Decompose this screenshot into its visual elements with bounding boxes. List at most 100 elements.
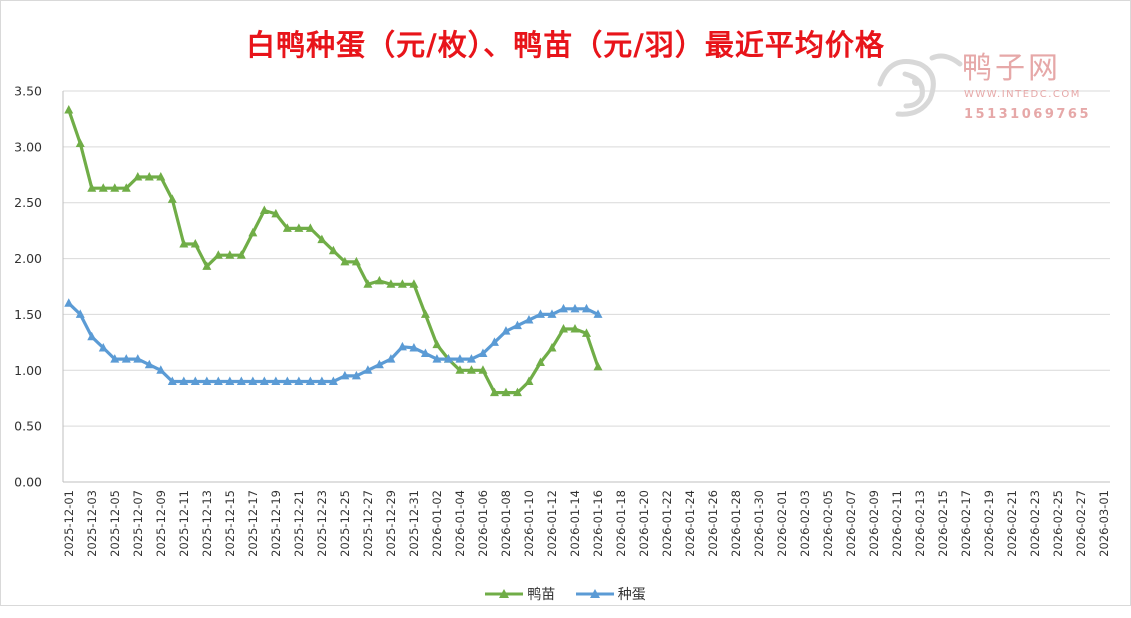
data-point-egg — [409, 342, 419, 352]
data-point-egg — [582, 303, 591, 313]
data-point-duckling — [397, 279, 407, 288]
x-tick-label: 2026-01-04 — [453, 490, 467, 557]
x-tick-label: 2026-02-19 — [982, 490, 996, 557]
data-point-duckling — [282, 223, 292, 232]
data-point-duckling — [98, 183, 108, 192]
data-point-egg — [351, 370, 361, 380]
x-tick-label: 2026-01-14 — [568, 490, 582, 557]
watermark-brand: 鸭子网 — [962, 51, 1061, 86]
x-tick-label: 2026-01-20 — [637, 490, 651, 557]
data-point-duckling — [512, 387, 522, 397]
x-tick-label: 2025-12-03 — [85, 490, 99, 557]
x-tick-label: 2026-02-27 — [1074, 490, 1088, 557]
x-tick-label: 2025-12-07 — [131, 490, 145, 557]
data-point-egg — [328, 376, 338, 385]
data-point-duckling — [328, 245, 338, 255]
data-point-egg — [259, 376, 269, 385]
legend-marker-egg — [575, 589, 614, 598]
data-point-egg — [374, 359, 384, 369]
data-point-duckling — [547, 342, 557, 352]
x-tick-label: 2025-12-25 — [338, 490, 352, 557]
data-point-egg — [489, 337, 499, 346]
data-point-duckling — [351, 256, 361, 266]
data-point-duckling — [409, 279, 419, 288]
x-tick-label: 2025-12-19 — [269, 490, 283, 557]
x-tick-label: 2026-02-03 — [798, 490, 812, 557]
y-tick-label: 0.50 — [14, 419, 42, 434]
x-tick-label: 2026-02-01 — [775, 490, 789, 557]
data-point-duckling — [121, 183, 131, 192]
data-point-egg — [213, 376, 223, 385]
x-tick-label: 2025-12-11 — [177, 490, 191, 557]
gridlines — [63, 90, 1110, 483]
data-point-egg — [420, 348, 430, 358]
data-point-duckling — [432, 339, 442, 349]
x-tick-label: 2026-01-30 — [752, 490, 766, 557]
x-tick-label: 2026-02-21 — [1005, 490, 1019, 557]
y-tick-label: 0.00 — [14, 475, 42, 490]
data-point-egg — [225, 376, 235, 385]
x-tick-label: 2025-12-17 — [246, 490, 260, 557]
x-tick-label: 2025-12-05 — [108, 490, 122, 557]
data-point-egg — [455, 354, 465, 363]
data-point-egg — [144, 359, 154, 369]
x-tick-label: 2026-02-13 — [913, 490, 927, 557]
legend-item-duckling: 鸭苗 — [485, 584, 555, 604]
legend-marker-duckling — [485, 589, 524, 598]
x-tick-label: 2026-02-17 — [959, 490, 973, 557]
x-axis: 2025-12-01 2025-12-03 2025-12-05 2025-12-07… — [62, 490, 1111, 557]
y-tick-label: 2.00 — [14, 251, 42, 266]
data-point-egg — [558, 303, 568, 313]
x-tick-label: 2026-01-28 — [729, 490, 743, 557]
data-point-egg — [87, 331, 97, 341]
x-tick-label: 2025-12-01 — [62, 490, 76, 557]
data-point-egg — [512, 320, 522, 330]
data-point-duckling — [294, 223, 304, 232]
x-tick-label: 2026-02-15 — [936, 490, 950, 557]
data-point-egg — [317, 376, 327, 385]
data-point-egg — [202, 376, 212, 385]
data-point-egg — [190, 376, 200, 385]
watermark-logo: 鸭子网 WWW.INTEDC.COM 15131069765 — [877, 51, 1089, 122]
y-tick-label: 3.00 — [14, 139, 42, 154]
data-point-duckling — [455, 365, 465, 374]
data-point-duckling — [167, 194, 177, 203]
data-point-duckling — [190, 239, 200, 248]
data-point-duckling — [259, 205, 269, 215]
data-point-egg — [305, 376, 315, 385]
data-point-duckling — [363, 279, 373, 288]
data-point-duckling — [340, 256, 350, 266]
data-point-duckling — [202, 261, 212, 270]
data-point-egg — [179, 376, 189, 385]
data-point-duckling — [213, 250, 223, 259]
data-point-egg — [98, 342, 108, 352]
legend-label-egg: 种蛋 — [617, 587, 646, 603]
data-point-egg — [294, 376, 304, 385]
data-point-duckling — [593, 361, 603, 371]
x-tick-label: 2026-01-22 — [660, 490, 674, 557]
data-point-egg — [282, 376, 292, 385]
y-axis: 0.00 0.50 1.00 1.50 2.00 2.50 3.00 3.50 — [14, 84, 64, 490]
data-point-duckling — [248, 227, 258, 237]
data-point-duckling — [64, 104, 74, 114]
data-point-duckling — [386, 279, 396, 288]
data-point-egg — [501, 326, 511, 335]
x-tick-label: 2026-01-12 — [545, 490, 559, 557]
data-point-duckling — [236, 250, 246, 259]
data-point-egg — [340, 370, 350, 380]
data-point-duckling — [489, 387, 499, 397]
legend-label-duckling: 鸭苗 — [527, 587, 556, 603]
legend-item-egg: 种蛋 — [575, 584, 646, 604]
data-point-duckling — [156, 172, 166, 181]
data-point-egg — [64, 298, 74, 307]
data-point-duckling — [87, 183, 97, 192]
data-point-duckling — [478, 365, 488, 374]
data-point-duckling — [271, 208, 281, 218]
data-point-egg — [167, 376, 177, 385]
data-point-egg — [236, 376, 246, 385]
data-point-egg — [75, 309, 85, 318]
x-tick-label: 2025-12-27 — [361, 490, 375, 557]
data-point-duckling — [133, 172, 143, 181]
x-tick-label: 2026-02-25 — [1051, 490, 1065, 557]
series-layer — [64, 104, 603, 397]
